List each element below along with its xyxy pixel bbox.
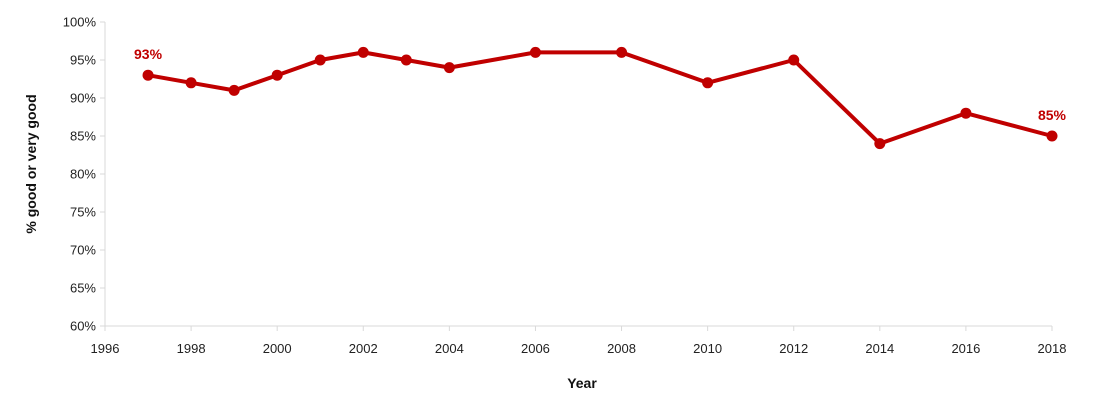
data-label: 93%: [134, 46, 163, 62]
series-layer: [142, 46, 1058, 150]
y-tick-label: 95%: [70, 53, 96, 68]
data-point: [357, 46, 369, 58]
x-tick-label: 2002: [349, 341, 378, 356]
y-axis-ticks: 60% 65% 70% 75% 80% 85% 90% 95% 100%: [63, 15, 105, 334]
series-line: [146, 50, 1054, 146]
data-point: [702, 77, 714, 89]
data-point: [271, 69, 283, 81]
data-labels: 93% 85%: [134, 46, 1067, 123]
x-tick-label: 2004: [435, 341, 464, 356]
x-tick-label: 2006: [521, 341, 550, 356]
data-point: [142, 69, 154, 81]
y-tick-label: 80%: [70, 167, 96, 182]
x-tick-label: 2016: [951, 341, 980, 356]
x-axis-ticks: 1996 1998 2000 2002 2004 2006 2008 2010 2012 2014…: [91, 326, 1067, 356]
x-tick-label: 1996: [91, 341, 120, 356]
data-point: [228, 84, 240, 96]
data-point: [1046, 130, 1058, 142]
y-tick-label: 75%: [70, 205, 96, 220]
data-point: [314, 54, 326, 66]
x-tick-label: 2000: [263, 341, 292, 356]
data-point: [874, 138, 886, 150]
data-point: [529, 46, 541, 58]
data-point: [788, 54, 800, 66]
x-tick-label: 2008: [607, 341, 636, 356]
x-axis-title: Year: [567, 375, 597, 391]
x-tick-label: 2012: [779, 341, 808, 356]
x-tick-label: 2018: [1038, 341, 1067, 356]
y-tick-label: 70%: [70, 243, 96, 258]
y-tick-label: 65%: [70, 281, 96, 296]
data-point: [960, 107, 972, 119]
y-tick-label: 85%: [70, 129, 96, 144]
x-tick-label: 2010: [693, 341, 722, 356]
chart-axes: [104, 22, 1052, 327]
y-tick-label: 100%: [63, 15, 97, 30]
y-axis-title: % good or very good: [23, 94, 39, 233]
y-tick-label: 90%: [70, 91, 96, 106]
data-label: 85%: [1038, 107, 1067, 123]
data-point: [185, 77, 197, 89]
y-tick-label: 60%: [70, 319, 96, 334]
data-point: [443, 62, 455, 74]
data-point: [616, 46, 628, 58]
x-tick-label: 2014: [865, 341, 894, 356]
x-tick-label: 1998: [177, 341, 206, 356]
data-point: [400, 54, 412, 66]
